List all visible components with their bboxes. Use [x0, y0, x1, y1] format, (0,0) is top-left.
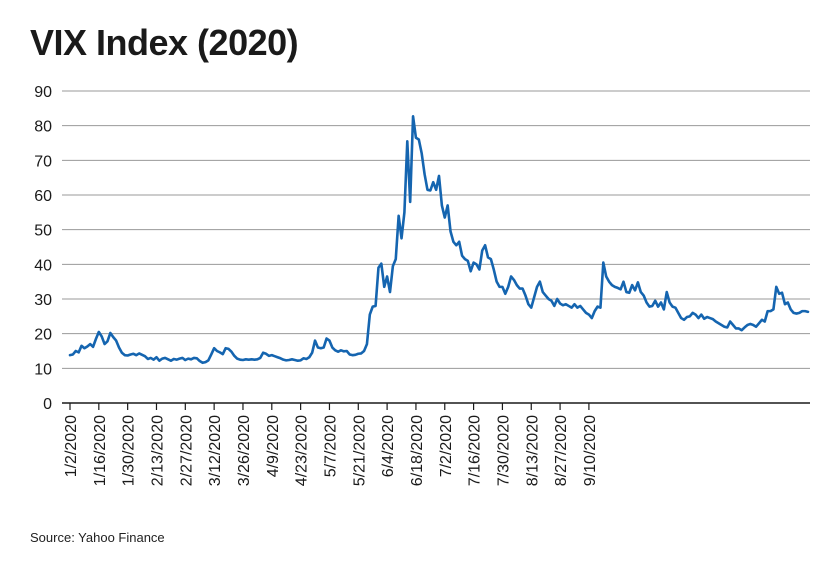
x-tick-label: 8/27/2020	[553, 415, 570, 486]
x-tick-label: 1/30/2020	[121, 415, 138, 486]
y-tick-label: 30	[34, 292, 52, 309]
x-tick-label: 8/13/2020	[524, 415, 541, 486]
y-tick-label: 0	[43, 396, 52, 413]
x-tick-label: 5/21/2020	[351, 415, 368, 486]
x-tick-label: 3/12/2020	[207, 415, 224, 486]
x-tick-label: 7/2/2020	[438, 415, 455, 477]
y-tick-label: 50	[34, 223, 52, 240]
chart-title: VIX Index (2020)	[30, 22, 299, 63]
x-tick-label: 2/27/2020	[178, 415, 195, 486]
vix-series-line	[68, 115, 810, 365]
x-tick-label: 3/26/2020	[236, 415, 253, 486]
x-tick-label: 7/30/2020	[495, 415, 512, 486]
y-axis-tick-labels: 0 10 20 30 40 50 60 70 80 90	[34, 84, 52, 413]
x-tick-label: 6/4/2020	[380, 415, 397, 477]
x-axis-tick-marks	[69, 403, 590, 410]
y-tick-label: 80	[34, 119, 52, 136]
x-tick-label: 1/2/2020	[63, 415, 80, 477]
y-tick-label: 40	[34, 257, 52, 274]
x-tick-label: 6/18/2020	[409, 415, 426, 486]
y-tick-label: 70	[34, 153, 52, 170]
y-tick-label: 10	[34, 361, 52, 378]
source-note: Source: Yahoo Finance	[30, 530, 165, 545]
y-tick-label: 60	[34, 188, 52, 205]
x-axis-tick-labels: 1/2/2020 1/16/2020 1/30/2020 2/13/2020 2/27/…	[63, 415, 599, 486]
y-tick-label: 20	[34, 327, 52, 344]
grid-lines	[62, 90, 810, 369]
x-tick-label: 4/9/2020	[265, 415, 282, 477]
x-tick-label: 4/23/2020	[294, 415, 311, 486]
x-tick-label: 7/16/2020	[467, 415, 484, 486]
x-tick-label: 2/13/2020	[149, 415, 166, 486]
y-tick-label: 90	[34, 84, 52, 101]
x-tick-label: 9/10/2020	[582, 415, 599, 486]
x-tick-label: 5/7/2020	[322, 415, 339, 477]
x-tick-label: 1/16/2020	[92, 415, 109, 486]
